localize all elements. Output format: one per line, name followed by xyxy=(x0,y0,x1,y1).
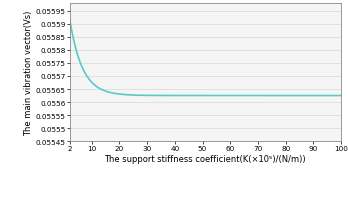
Main vibration vector of shaft vibration xyxy=(95,86,100,89)
Main vibration vector of shaft vibration xyxy=(68,18,72,21)
Main vibration vector of shaft vibration xyxy=(187,95,191,97)
Main vibration vector of shaft vibration xyxy=(279,95,283,97)
Line: Main vibration vector of shaft vibration: Main vibration vector of shaft vibration xyxy=(70,20,341,96)
X-axis label: The support stiffness coefficient(K(×10⁵)/(N/m)): The support stiffness coefficient(K(×10⁵… xyxy=(104,154,306,163)
Main vibration vector of shaft vibration xyxy=(177,95,181,97)
Main vibration vector of shaft vibration xyxy=(254,95,258,97)
Main vibration vector of shaft vibration xyxy=(339,95,343,97)
Main vibration vector of shaft vibration xyxy=(284,95,288,97)
Y-axis label: The main vibration vector(Vs): The main vibration vector(Vs) xyxy=(24,10,33,135)
